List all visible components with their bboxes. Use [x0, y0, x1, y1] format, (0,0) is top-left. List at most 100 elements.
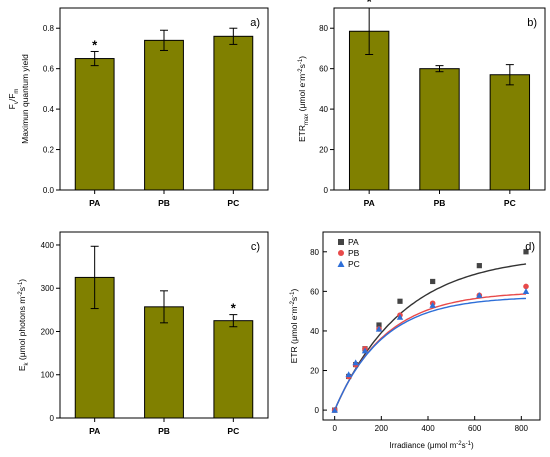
x-tick-label: 400: [421, 424, 435, 433]
point-PB: [523, 283, 529, 290]
label-text: (μmol e: [297, 83, 307, 114]
category-label-PA: PA: [89, 198, 100, 208]
bar-chart-panel-1: 0.0 0.2 0.4 0.6 0.8 PA * PB PC a) Fv/Fm Maximun qua…: [7, 7, 269, 208]
category-label-PC: PC: [227, 198, 239, 208]
label-superscript: -2: [290, 300, 296, 306]
y-tick-label: 20: [319, 146, 328, 155]
label-text: ETR: [297, 125, 307, 142]
y-tick-label: 400: [41, 241, 55, 250]
point-PA: [523, 249, 529, 255]
label-text: s: [297, 64, 307, 68]
y-tick-label: 0.0: [43, 186, 55, 195]
legend-label-PA: PA: [348, 237, 359, 247]
label-text: ): [17, 279, 27, 282]
label-text: /F: [7, 94, 17, 102]
significance-marker-PA: *: [367, 0, 373, 9]
bar-PA: [74, 58, 115, 191]
panel-label: d): [525, 241, 535, 253]
label-superscript: -1: [466, 441, 472, 447]
y-axis-title: ETR (μmol e-m-2s-1): [289, 288, 299, 363]
legend-label-PB: PB: [348, 248, 360, 258]
label-superscript: -2: [456, 441, 462, 447]
point-PC: [352, 359, 359, 366]
legend-marker-PB: [338, 250, 344, 256]
point-PC: [345, 371, 352, 378]
y-tick-label: 0.8: [43, 24, 55, 33]
category-label-PA: PA: [89, 426, 100, 436]
label-superscript: -1: [290, 291, 296, 297]
y-tick-label: 20: [310, 367, 319, 376]
bar-chart-panel-2: 0 20 40 60 80 PA * PB PC b) ETRmax (μmol e-m-2s-1): [297, 0, 546, 208]
y-axis-title: Fv/Fm: [7, 89, 20, 110]
x-axis-title: Irradiance (μmol m-2s-1): [389, 441, 474, 450]
category-label-PB: PB: [158, 426, 170, 436]
category-label-PC: PC: [504, 198, 516, 208]
bar-PB: [419, 68, 460, 191]
label-text: m: [297, 74, 307, 81]
point-PC: [331, 406, 338, 413]
y-axis-title: ETRmax (μmol e-m-2s-1): [297, 56, 310, 142]
y-tick-label: 300: [41, 284, 55, 293]
y-tick-label: 200: [41, 327, 55, 336]
y-tick-label: 80: [319, 24, 328, 33]
label-subscript: max: [304, 114, 310, 125]
y-tick-label: 0: [324, 186, 329, 195]
y-tick-label: 0.6: [43, 65, 55, 74]
y-tick-label: 0: [50, 414, 55, 423]
label-text: s: [462, 441, 466, 450]
y-tick-label: 40: [310, 327, 319, 336]
y-axis-title: Ek (μmol photons m-2s-1): [17, 279, 30, 371]
point-PC: [375, 325, 383, 332]
point-PA: [476, 263, 482, 269]
point-PC: [396, 313, 404, 320]
point-PA: [397, 298, 403, 304]
legend-label-PC: PC: [348, 259, 360, 269]
bar-PA: [348, 30, 390, 191]
bar-PC: [213, 35, 254, 191]
label-superscript: -2: [18, 291, 24, 297]
y-axis-subtitle: Maximun quantum yield: [20, 54, 30, 144]
x-tick-label: 800: [515, 424, 529, 433]
label-text: ETR (μmol e: [289, 315, 299, 363]
category-label-PA: PA: [364, 198, 375, 208]
category-label-PB: PB: [158, 198, 170, 208]
label-text: s: [17, 287, 27, 291]
label-text: F: [7, 104, 17, 109]
label-text: m: [289, 306, 299, 313]
fit-curve-PA: [334, 263, 527, 411]
x-tick-label: 0: [332, 424, 337, 433]
label-text: ): [289, 288, 299, 291]
point-PC: [361, 347, 369, 354]
label-text: ): [297, 56, 307, 59]
point-PC: [522, 288, 530, 294]
category-label-PB: PB: [434, 198, 446, 208]
panel-label: c): [251, 241, 260, 253]
significance-marker-PC: *: [231, 301, 237, 316]
label-subscript: k: [24, 361, 30, 365]
label-subscript: v: [14, 101, 20, 104]
label-subscript: m: [14, 89, 20, 94]
label-text: E: [17, 365, 27, 371]
fit-curve-PC: [334, 297, 527, 411]
x-tick-label: 600: [468, 424, 482, 433]
y-tick-label: 40: [319, 105, 328, 114]
label-superscript: -: [290, 314, 296, 316]
y-tick-label: 0: [315, 406, 320, 415]
y-tick-label: 60: [319, 65, 328, 74]
significance-marker-PA: *: [92, 37, 98, 52]
x-tick-label: 200: [375, 424, 389, 433]
label-text: ): [471, 441, 474, 450]
category-label-PC: PC: [227, 426, 239, 436]
bar-PB: [144, 39, 184, 191]
y-tick-label: 80: [310, 248, 319, 257]
panel-label: b): [527, 17, 537, 29]
y-tick-label: 0.4: [43, 105, 55, 114]
bar-PC: [213, 320, 254, 419]
label-superscript: -1: [18, 281, 24, 287]
plot-frame: [322, 231, 541, 421]
label-text: (μmol photons m: [17, 297, 27, 363]
bar-chart-panel-3: 0 100 200 300 400 PA PB PC * c) Ek (μmol photons m…: [17, 231, 269, 436]
